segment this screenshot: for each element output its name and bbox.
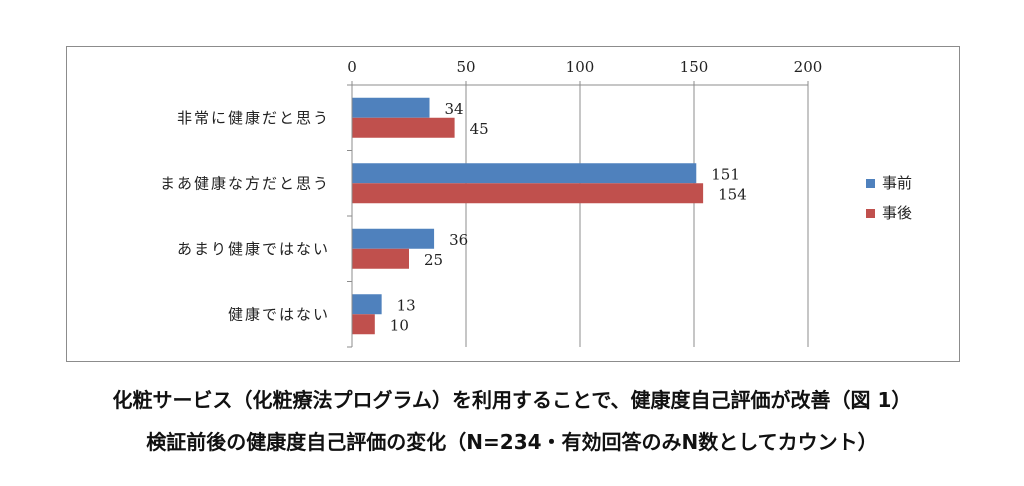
bar-before [352,228,435,249]
legend-label: 事後 [882,204,912,222]
axis-layer [347,81,809,348]
bar-after [352,183,704,204]
bar-before [352,294,382,315]
legend-swatch [866,209,875,218]
caption-line-1: 化粧サービス（化粧療法プログラム）を利用することで、健康度自己評価が改善（図 1… [112,388,912,412]
label-layer: 0 50 100 150 200 非常に健康だと思うまあ健康な方だと思うあまり健康ではない… [160,58,822,334]
category-label: 健康ではない [228,305,330,323]
caption-line-2: 検証前後の健康度自己評価の変化（N=234・有効回答のみN数としてカウント） [146,430,878,454]
legend-swatch [866,179,875,188]
bar-after [352,248,409,269]
x-tick-label: 100 [566,58,595,76]
bar-before [352,163,697,184]
category-label: あまり健康ではない [177,240,330,258]
bar-layer [352,97,704,335]
x-tick-label: 0 [347,58,357,76]
bar-before [352,97,430,118]
data-label: 25 [424,251,443,269]
x-tick-label: 200 [794,58,823,76]
data-label: 10 [390,316,409,334]
grid-layer [465,85,809,347]
data-label: 36 [449,231,468,249]
category-label: まあ健康な方だと思う [160,174,330,192]
bar-after [352,117,455,138]
data-label: 151 [711,165,740,183]
x-tick-label: 50 [456,58,475,76]
data-label: 13 [397,296,416,314]
category-label: 非常に健康だと思う [177,109,330,127]
legend-label: 事前 [882,174,912,192]
data-label: 154 [718,185,747,203]
data-label: 34 [445,100,464,118]
bar-chart: 0 50 100 150 200 非常に健康だと思うまあ健康な方だと思うあまり健康ではない… [160,58,912,348]
chart-frame [66,46,960,362]
x-tick-label: 150 [680,58,709,76]
data-label: 45 [470,120,489,138]
bar-after [352,314,375,335]
